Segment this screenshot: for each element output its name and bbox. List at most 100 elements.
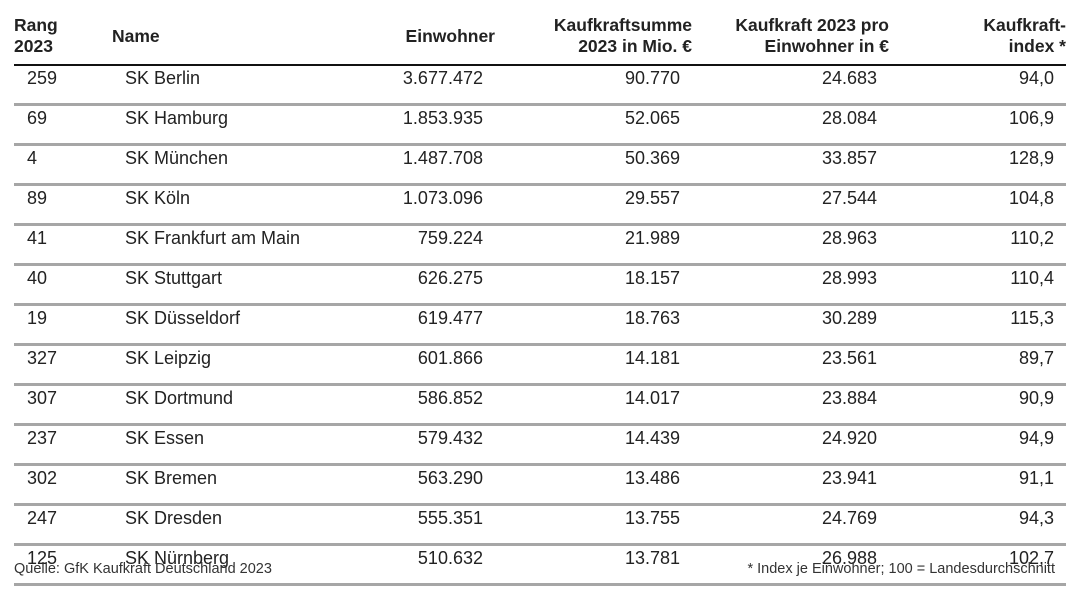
cell-name: SK Leipzig bbox=[112, 344, 342, 386]
cell-rank: 4 bbox=[14, 144, 112, 186]
cell-index: 94,0 bbox=[889, 65, 1066, 106]
table-row: 247 SK Dresden 555.351 13.755 24.769 94,3 bbox=[14, 504, 1066, 546]
cell-population: 759.224 bbox=[342, 224, 495, 266]
cell-rank: 69 bbox=[14, 104, 112, 146]
cell-purchasing-total: 18.157 bbox=[495, 264, 692, 306]
header-index-line-1: Kaufkraft- bbox=[983, 15, 1066, 35]
cell-purchasing-total: 13.755 bbox=[495, 504, 692, 546]
table-row: 302 SK Bremen 563.290 13.486 23.941 91,1 bbox=[14, 464, 1066, 506]
cell-purchasing-total: 21.989 bbox=[495, 224, 692, 266]
cell-purchasing-per-capita: 23.941 bbox=[692, 464, 889, 506]
cell-purchasing-total: 18.763 bbox=[495, 304, 692, 346]
cell-population: 1.487.708 bbox=[342, 144, 495, 186]
cell-index: 110,4 bbox=[889, 264, 1066, 306]
cell-purchasing-per-capita: 24.683 bbox=[692, 65, 889, 106]
cell-population: 586.852 bbox=[342, 384, 495, 426]
cell-population: 510.632 bbox=[342, 544, 495, 586]
cell-purchasing-total: 52.065 bbox=[495, 104, 692, 146]
cell-purchasing-per-capita: 24.769 bbox=[692, 504, 889, 546]
cell-purchasing-total: 14.181 bbox=[495, 344, 692, 386]
cell-index: 104,8 bbox=[889, 184, 1066, 226]
header-name: Name bbox=[112, 8, 342, 66]
cell-rank: 237 bbox=[14, 424, 112, 466]
source-note: Quelle: GfK Kaufkraft Deutschland 2023 bbox=[14, 561, 272, 577]
table-header: Rang 2023 Name Einwohner Kaufkraftsumme … bbox=[14, 8, 1066, 66]
header-index-line-2: index * bbox=[1008, 36, 1066, 56]
table-body: 259 SK Berlin 3.677.472 90.770 24.683 94,0 69 S… bbox=[14, 65, 1066, 586]
header-rank: Rang 2023 bbox=[14, 8, 112, 66]
cell-rank: 125 bbox=[14, 544, 112, 586]
cell-rank: 41 bbox=[14, 224, 112, 266]
cell-population: 601.866 bbox=[342, 344, 495, 386]
cell-purchasing-per-capita: 28.084 bbox=[692, 104, 889, 146]
cell-name: SK Berlin bbox=[112, 65, 342, 106]
cell-name: SK Dresden bbox=[112, 504, 342, 546]
cell-purchasing-total: 14.017 bbox=[495, 384, 692, 426]
cell-index: 90,9 bbox=[889, 384, 1066, 426]
header-purchasing-total: Kaufkraftsumme 2023 in Mio. € bbox=[495, 8, 692, 66]
cell-index: 102,7 bbox=[889, 544, 1066, 586]
cell-purchasing-total: 50.369 bbox=[495, 144, 692, 186]
cell-rank: 327 bbox=[14, 344, 112, 386]
cell-index: 115,3 bbox=[889, 304, 1066, 346]
header-purchasing-per-capita: Kaufkraft 2023 pro Einwohner in € bbox=[692, 8, 889, 66]
table-row: 89 SK Köln 1.073.096 29.557 27.544 104,8 bbox=[14, 184, 1066, 226]
header-purchasing-total-line-2: 2023 in Mio. € bbox=[578, 36, 692, 56]
table-row: 327 SK Leipzig 601.866 14.181 23.561 89,7 bbox=[14, 344, 1066, 386]
cell-purchasing-total: 90.770 bbox=[495, 65, 692, 106]
cell-name: SK Essen bbox=[112, 424, 342, 466]
cell-rank: 259 bbox=[14, 65, 112, 106]
cell-index: 94,3 bbox=[889, 504, 1066, 546]
cell-rank: 89 bbox=[14, 184, 112, 226]
header-row: Rang 2023 Name Einwohner Kaufkraftsumme … bbox=[14, 8, 1066, 66]
cell-purchasing-per-capita: 24.920 bbox=[692, 424, 889, 466]
cell-purchasing-per-capita: 23.884 bbox=[692, 384, 889, 426]
cell-name: SK Köln bbox=[112, 184, 342, 226]
header-rank-line-2: 2023 bbox=[14, 36, 53, 56]
cell-rank: 302 bbox=[14, 464, 112, 506]
cell-rank: 247 bbox=[14, 504, 112, 546]
cell-name: SK Düsseldorf bbox=[112, 304, 342, 346]
cell-population: 619.477 bbox=[342, 304, 495, 346]
cell-rank: 307 bbox=[14, 384, 112, 426]
cell-name: SK Hamburg bbox=[112, 104, 342, 146]
cell-population: 579.432 bbox=[342, 424, 495, 466]
cell-purchasing-total: 13.486 bbox=[495, 464, 692, 506]
table-row: 237 SK Essen 579.432 14.439 24.920 94,9 bbox=[14, 424, 1066, 466]
index-footnote: * Index je Einwohner; 100 = Landesdurchs… bbox=[747, 561, 1055, 577]
cell-name: SK Dortmund bbox=[112, 384, 342, 426]
cell-purchasing-total: 13.781 bbox=[495, 544, 692, 586]
cell-rank: 19 bbox=[14, 304, 112, 346]
header-population: Einwohner bbox=[342, 8, 495, 66]
cell-purchasing-per-capita: 33.857 bbox=[692, 144, 889, 186]
cell-index: 89,7 bbox=[889, 344, 1066, 386]
table-row: 307 SK Dortmund 586.852 14.017 23.884 90,9 bbox=[14, 384, 1066, 426]
cell-purchasing-per-capita: 26.988 bbox=[692, 544, 889, 586]
cell-name: SK Bremen bbox=[112, 464, 342, 506]
header-purchasing-per-capita-line-2: Einwohner in € bbox=[764, 36, 889, 56]
cell-population: 563.290 bbox=[342, 464, 495, 506]
header-index: Kaufkraft- index * bbox=[889, 8, 1066, 66]
table-row: 4 SK München 1.487.708 50.369 33.857 128,9 bbox=[14, 144, 1066, 186]
table-row: 41 SK Frankfurt am Main 759.224 21.989 28.96… bbox=[14, 224, 1066, 266]
cell-index: 128,9 bbox=[889, 144, 1066, 186]
cell-name: SK Nürnberg bbox=[112, 544, 342, 586]
cell-purchasing-per-capita: 23.561 bbox=[692, 344, 889, 386]
cell-index: 94,9 bbox=[889, 424, 1066, 466]
header-purchasing-per-capita-line-1: Kaufkraft 2023 pro bbox=[735, 15, 889, 35]
cell-index: 110,2 bbox=[889, 224, 1066, 266]
header-name-line-1: Name bbox=[112, 25, 160, 46]
cell-name: SK München bbox=[112, 144, 342, 186]
cell-purchasing-total: 14.439 bbox=[495, 424, 692, 466]
table-row: 69 SK Hamburg 1.853.935 52.065 28.084 106,9 bbox=[14, 104, 1066, 146]
cell-purchasing-total: 29.557 bbox=[495, 184, 692, 226]
table-row: 40 SK Stuttgart 626.275 18.157 28.993 110,4 bbox=[14, 264, 1066, 306]
cell-index: 106,9 bbox=[889, 104, 1066, 146]
header-population-line-1: Einwohner bbox=[405, 25, 495, 46]
cell-index: 91,1 bbox=[889, 464, 1066, 506]
header-purchasing-total-line-1: Kaufkraftsumme bbox=[553, 15, 692, 35]
cell-purchasing-per-capita: 28.993 bbox=[692, 264, 889, 306]
cell-name: SK Stuttgart bbox=[112, 264, 342, 306]
header-rank-line-1: Rang bbox=[14, 15, 58, 35]
